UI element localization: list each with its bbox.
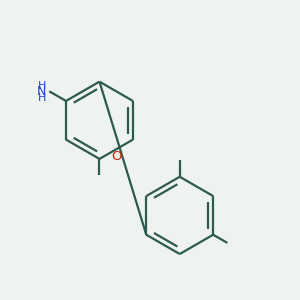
Text: N: N bbox=[37, 85, 46, 98]
Text: H: H bbox=[38, 81, 46, 91]
Text: H: H bbox=[38, 93, 46, 103]
Text: O: O bbox=[111, 150, 122, 163]
